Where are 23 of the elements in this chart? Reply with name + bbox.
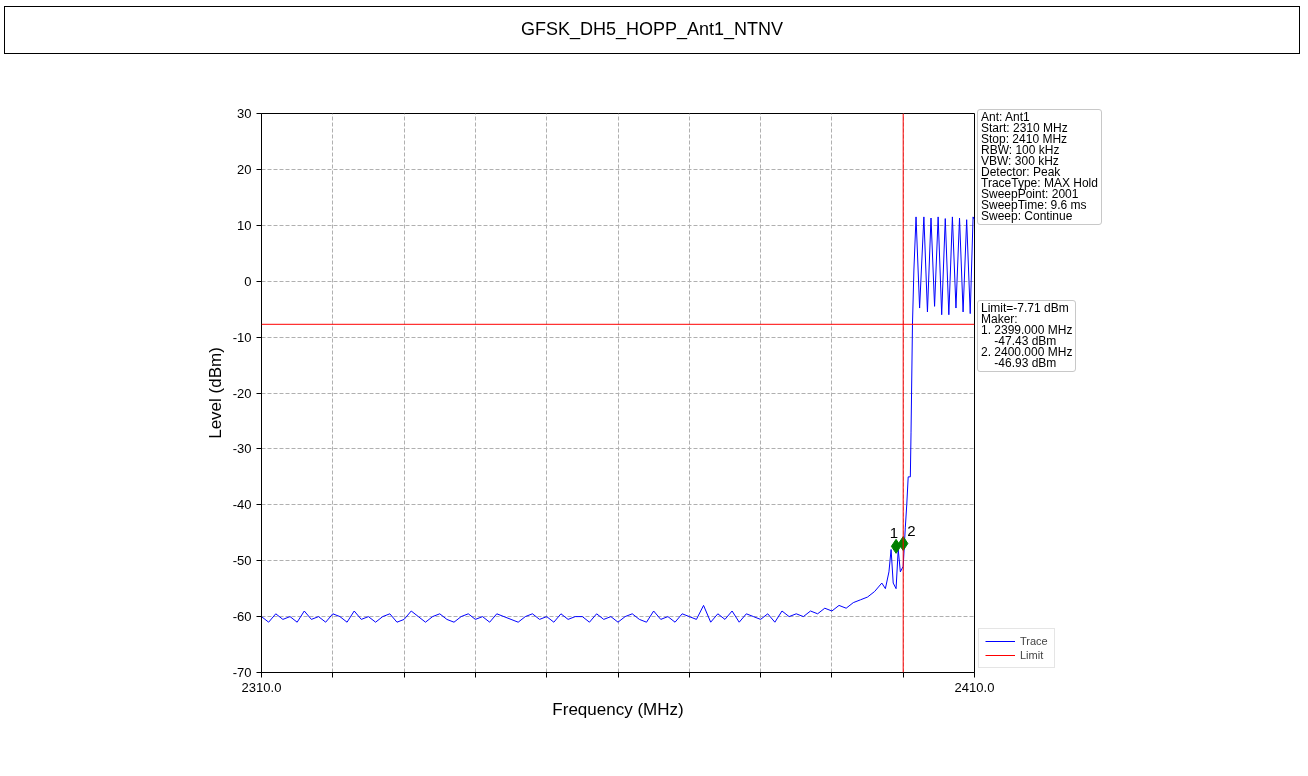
legend-label: Trace xyxy=(1020,634,1048,647)
x-tick-label: 2310.0 xyxy=(241,679,282,695)
annotation: 2 xyxy=(907,521,916,539)
y-tick-label: -60 xyxy=(232,608,252,624)
legend-label: Limit xyxy=(1020,648,1044,661)
line-series xyxy=(261,216,975,623)
annotation: Limit=-7.71 dBm Maker: 1. 2399.000 MHz -47.43 dBm 2. 2400.000 MHz -46.93 dBm xyxy=(977,300,1077,372)
annotation: 1 xyxy=(889,524,899,542)
y-tick-label: -30 xyxy=(232,441,252,457)
y-tick-label: -10 xyxy=(232,329,252,345)
chart-title: GFSK_DH5_HOPP_Ant1_NTNV xyxy=(4,6,1300,54)
y-tick-label: 20 xyxy=(237,161,252,177)
y-tick-label: -40 xyxy=(232,497,252,512)
y-tick-label: 10 xyxy=(237,217,252,233)
y-tick-label: -70 xyxy=(232,664,252,680)
y-tick-label: 30 xyxy=(237,105,252,121)
x-axis-title: Frequency (MHz) xyxy=(552,699,684,719)
y-axis-title: Level (dBm) xyxy=(205,346,225,439)
x-tick-label: 2410.0 xyxy=(954,679,995,695)
y-tick-label: 0 xyxy=(244,273,252,289)
y-tick-label: -20 xyxy=(232,385,252,401)
y-tick-label: -50 xyxy=(232,552,252,568)
annotation: Ant: Ant1 Start: 2310 MHz Stop: 2410 MHz RBW: 100 kHz VBW: 300 kHz Detector: Peak TraceType: MAX Hold SweepPoint: 2001 SweepTime: 9.6 ms Sweep: Continue xyxy=(977,109,1102,225)
